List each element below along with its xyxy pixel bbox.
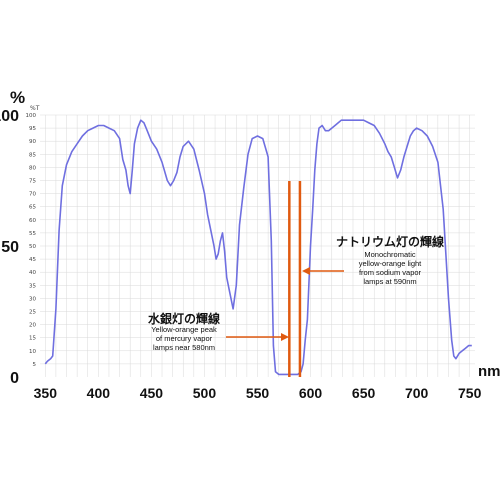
y-minor-tick-label: 90 <box>29 139 36 145</box>
y-minor-tick-label: 75 <box>29 179 36 185</box>
sodium-annotation: ナトリウム灯の輝線 Monochromatic yellow-orange li… <box>302 234 444 286</box>
series-layer <box>44 119 472 376</box>
x-tick-label: 350 <box>34 385 58 401</box>
sodium-arrow-head <box>302 267 310 275</box>
y-minor-tick-label: 35 <box>29 283 36 289</box>
x-tick-label: 600 <box>299 385 323 401</box>
y-minor-tick-label: 55 <box>29 231 36 237</box>
y-minor-tick-label: 60 <box>29 218 36 224</box>
mercury-arrow-head <box>281 333 289 341</box>
y-minor-tick-label: 25 <box>29 310 36 316</box>
y-minor-tick-label: 80 <box>29 165 36 171</box>
y-major-tick-label: 0 <box>10 370 19 387</box>
x-unit-label: nm <box>478 363 500 380</box>
mercury-annotation-title: 水銀灯の輝線 <box>148 311 220 326</box>
marker-lines <box>288 181 302 377</box>
axis-ticks: 5 10 15 20 25 30 35 40 45 50 55 60 65 70 75 80 85 90 95 100… <box>0 108 482 401</box>
sodium-annotation-title: ナトリウム灯の輝線 <box>336 234 444 249</box>
y-minor-tick-label: 10 <box>29 349 36 355</box>
x-tick-label: 400 <box>87 385 111 401</box>
sodium-annotation-line-4: lamps at 590nm <box>363 277 416 286</box>
x-tick-label: 650 <box>352 385 376 401</box>
y-minor-tick-label: 65 <box>29 205 36 211</box>
y-minor-tick-label: 45 <box>29 257 36 263</box>
y-minor-tick-label: 70 <box>29 192 36 198</box>
x-tick-label: 500 <box>193 385 217 401</box>
y-unit-label: % <box>10 88 25 107</box>
x-tick-label: 550 <box>246 385 270 401</box>
grid-lines <box>40 114 475 377</box>
x-tick-label: 450 <box>140 385 164 401</box>
y-minor-tick-label: 85 <box>29 152 36 158</box>
sodium-annotation-line-1: Monochromatic <box>364 250 416 259</box>
mercury-annotation: 水銀灯の輝線 Yellow-orange peak of mercury vap… <box>148 311 289 352</box>
sodium-annotation-line-2: yellow-orange light <box>359 259 422 268</box>
x-tick-label: 750 <box>458 385 482 401</box>
y-minor-tick-label: 5 <box>33 362 37 368</box>
y-minor-tick-label: 100 <box>26 113 37 119</box>
mercury-annotation-line-1: Yellow-orange peak <box>151 325 217 334</box>
y-minor-tick-label: 15 <box>29 336 36 342</box>
mercury-annotation-line-3: lamps near 580nm <box>153 343 215 352</box>
mercury-annotation-line-2: of mercury vapor <box>156 334 213 343</box>
y-minor-tick-label: 40 <box>29 270 36 276</box>
series-line-0 <box>44 119 472 376</box>
y-minor-tick-label: 30 <box>29 296 36 302</box>
y-minor-tick-label: 50 <box>29 244 36 250</box>
y-major-tick-label: 50 <box>1 239 19 256</box>
sodium-annotation-line-3: from sodium vapor <box>359 268 422 277</box>
y-unit-small-label: %T <box>30 105 40 112</box>
x-tick-label: 700 <box>405 385 429 401</box>
y-minor-tick-label: 95 <box>29 126 36 132</box>
y-major-tick-label: 100 <box>0 108 19 125</box>
y-minor-tick-label: 20 <box>29 323 36 329</box>
